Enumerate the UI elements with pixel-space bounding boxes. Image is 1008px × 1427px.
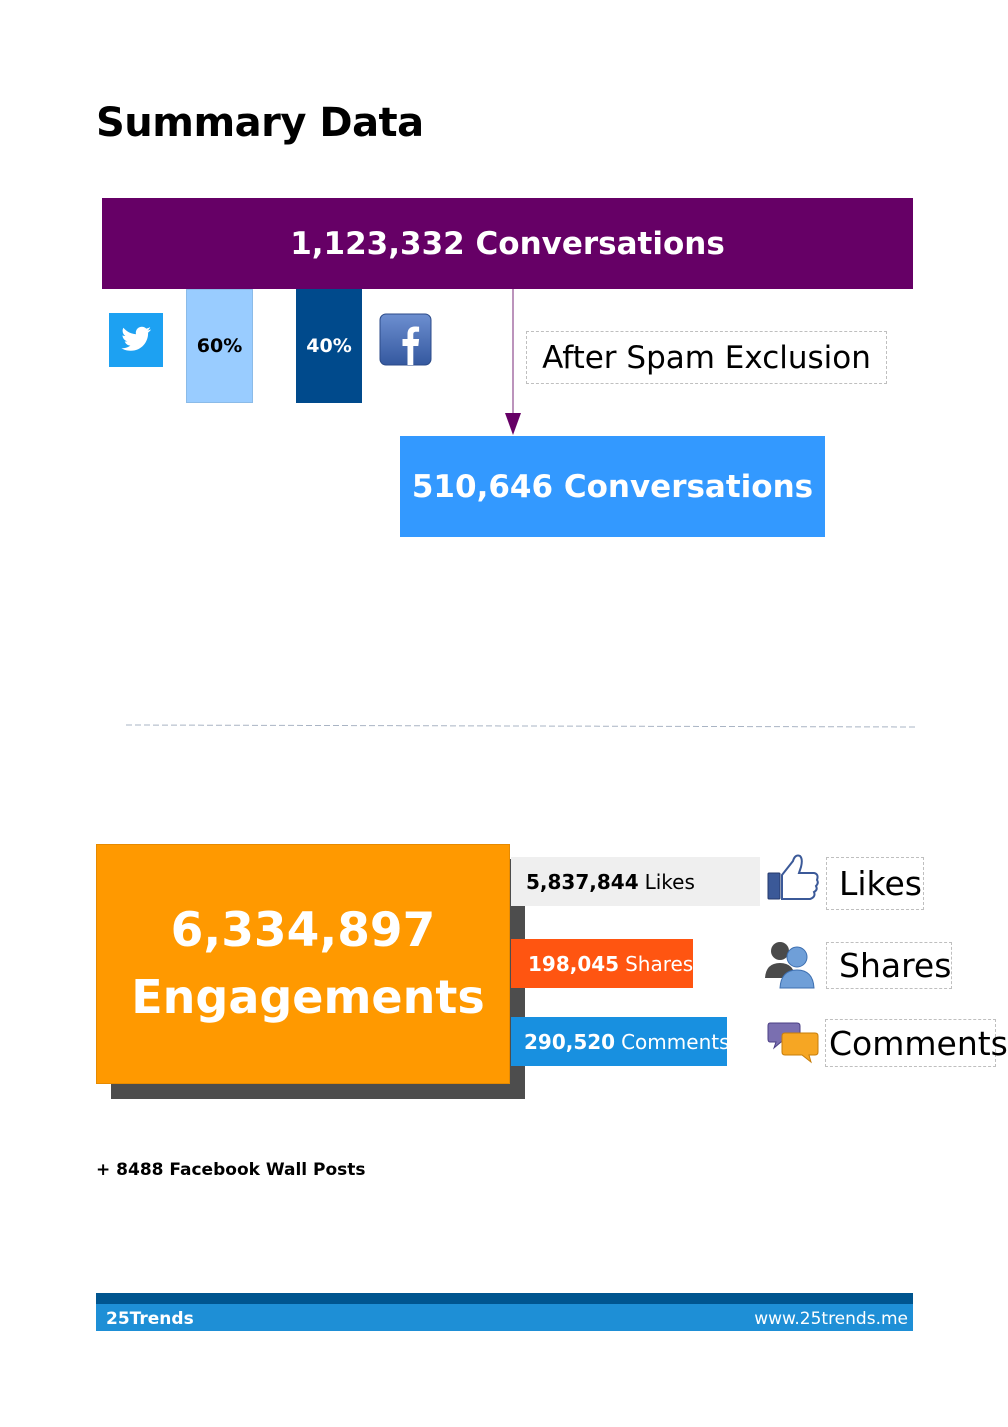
page-title: Summary Data xyxy=(96,100,424,146)
comments-unit: Comments xyxy=(621,1029,730,1054)
total-conversations-bar: 1,123,332 Conversations xyxy=(102,198,913,289)
flow-arrow xyxy=(505,289,521,435)
spam-exclusion-text: After Spam Exclusion xyxy=(542,339,871,376)
likes-bar: 5,837,844 Likes xyxy=(511,857,760,906)
comments-legend-label: Comments xyxy=(825,1019,1008,1067)
spam-exclusion-label: After Spam Exclusion xyxy=(526,331,887,384)
comments-bar: 290,520 Comments xyxy=(511,1017,730,1066)
twitter-share-bar: 60% xyxy=(186,289,253,403)
facebook-share-bar: 40% xyxy=(296,289,362,403)
shares-legend-text: Shares xyxy=(839,946,952,985)
footer-url: www.25trends.me xyxy=(754,1309,908,1329)
filtered-conversations-label: 510,646 Conversations xyxy=(411,468,814,505)
section-divider xyxy=(126,724,918,728)
twitter-share-value: 60% xyxy=(196,335,243,357)
twitter-icon xyxy=(109,313,163,367)
footer-brand: 25Trends xyxy=(106,1309,194,1329)
likes-legend-label: Likes xyxy=(826,857,924,910)
likes-legend-text: Likes xyxy=(839,864,922,903)
shares-bar: 198,045 Shares xyxy=(511,939,693,988)
people-icon xyxy=(765,942,815,989)
filtered-conversations-bar: 510,646 Conversations xyxy=(400,436,825,537)
footer-bar: 25Trends www.25trends.me xyxy=(96,1293,913,1331)
facebook-share-value: 40% xyxy=(306,335,352,357)
likes-value: 5,837,844 xyxy=(526,869,639,894)
wall-posts-note: + 8488 Facebook Wall Posts xyxy=(96,1160,366,1180)
engagements-total-label: Engagements xyxy=(131,970,485,1024)
engagements-total-box: 6,334,897 Engagements xyxy=(96,844,510,1084)
comments-value: 290,520 xyxy=(524,1029,616,1054)
thumbs-up-icon xyxy=(767,854,819,900)
total-conversations-label: 1,123,332 Conversations xyxy=(290,225,725,262)
shares-value: 198,045 xyxy=(528,951,620,976)
shares-legend-label: Shares xyxy=(826,942,952,989)
engagements-total-value: 6,334,897 xyxy=(170,903,436,958)
comments-legend-text: Comments xyxy=(829,1023,1008,1063)
shares-unit: Shares xyxy=(625,951,694,976)
facebook-icon xyxy=(379,313,432,366)
speech-bubbles-icon xyxy=(767,1022,819,1064)
likes-unit: Likes xyxy=(644,869,695,894)
